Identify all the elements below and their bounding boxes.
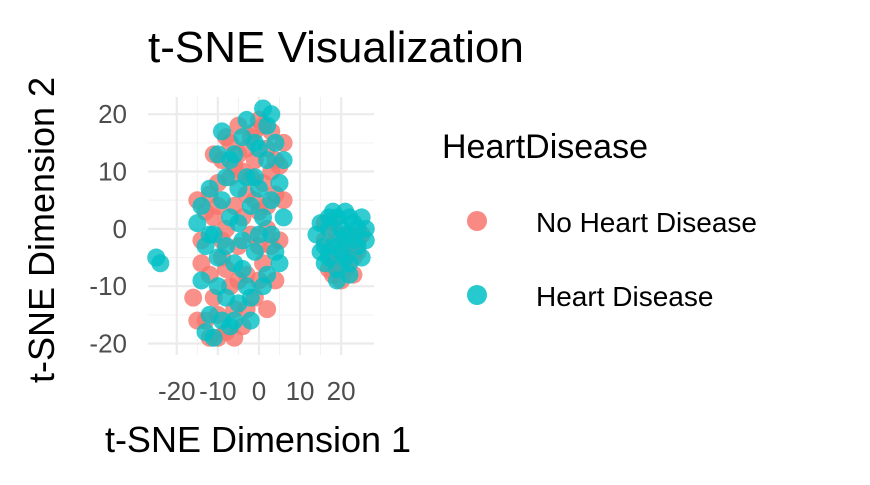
point-heart-disease: [241, 288, 260, 307]
point-heart-disease: [258, 116, 277, 135]
point-heart-disease: [233, 231, 252, 250]
point-heart-disease: [336, 248, 355, 267]
point-heart-disease: [192, 196, 211, 215]
point-no-heart-disease: [258, 300, 277, 319]
x-tick-label: -20: [158, 376, 196, 406]
chart-title: t-SNE Visualization: [148, 23, 524, 72]
legend-marker-heart-disease: [467, 285, 487, 305]
point-heart-disease: [225, 311, 244, 330]
point-heart-disease: [274, 151, 293, 170]
point-heart-disease: [262, 191, 281, 210]
point-heart-disease: [254, 277, 273, 296]
x-tick-label: 10: [286, 376, 315, 406]
point-heart-disease: [332, 231, 351, 250]
point-heart-disease: [212, 122, 231, 141]
point-heart-disease: [249, 225, 268, 244]
y-tick-label: 20: [98, 99, 127, 129]
y-tick-label: 10: [98, 157, 127, 187]
point-heart-disease: [258, 151, 277, 170]
legend-label-heart-disease: Heart Disease: [536, 281, 713, 312]
x-tick-label: -10: [199, 376, 237, 406]
point-heart-disease: [241, 196, 260, 215]
point-no-heart-disease: [274, 191, 293, 210]
point-heart-disease: [217, 168, 236, 187]
point-heart-disease: [270, 174, 289, 192]
x-tick-label: 0: [252, 376, 266, 406]
point-heart-disease: [340, 265, 359, 284]
legend-label-no-heart-disease: No Heart Disease: [536, 207, 757, 238]
point-heart-disease: [352, 248, 371, 267]
point-heart-disease: [245, 133, 264, 152]
y-tick-label: -20: [89, 329, 127, 359]
legend: HeartDisease No Heart Disease Heart Dise…: [442, 128, 757, 312]
point-heart-disease: [200, 225, 219, 244]
y-tick-label: 0: [113, 214, 127, 244]
point-heart-disease: [151, 254, 170, 273]
point-heart-disease: [200, 179, 219, 198]
legend-title: HeartDisease: [442, 128, 648, 166]
point-heart-disease: [274, 208, 293, 227]
point-heart-disease: [229, 214, 248, 233]
point-no-heart-disease: [184, 288, 203, 307]
point-heart-disease: [196, 323, 215, 342]
point-heart-disease: [270, 254, 289, 273]
point-heart-disease: [221, 151, 240, 170]
point-heart-disease: [217, 237, 236, 256]
y-axis-title: t-SNE Dimension 2: [21, 77, 62, 383]
point-heart-disease: [192, 271, 211, 290]
point-heart-disease: [241, 311, 260, 330]
point-heart-disease: [237, 110, 256, 129]
point-heart-disease: [212, 191, 231, 210]
point-heart-disease: [233, 260, 252, 278]
points-layer: [147, 99, 375, 347]
point-no-heart-disease: [192, 254, 211, 273]
point-heart-disease: [356, 231, 375, 250]
point-heart-disease: [245, 242, 264, 261]
x-axis-title: t-SNE Dimension 1: [105, 419, 411, 460]
legend-marker-no-heart-disease: [467, 211, 487, 231]
point-heart-disease: [237, 168, 256, 187]
point-heart-disease: [262, 225, 281, 244]
y-tick-label: -10: [89, 271, 127, 301]
point-heart-disease: [254, 208, 273, 227]
point-heart-disease: [266, 133, 285, 152]
point-heart-disease: [249, 179, 268, 198]
x-tick-label: 20: [327, 376, 356, 406]
point-heart-disease: [188, 214, 207, 233]
point-heart-disease: [315, 237, 334, 256]
